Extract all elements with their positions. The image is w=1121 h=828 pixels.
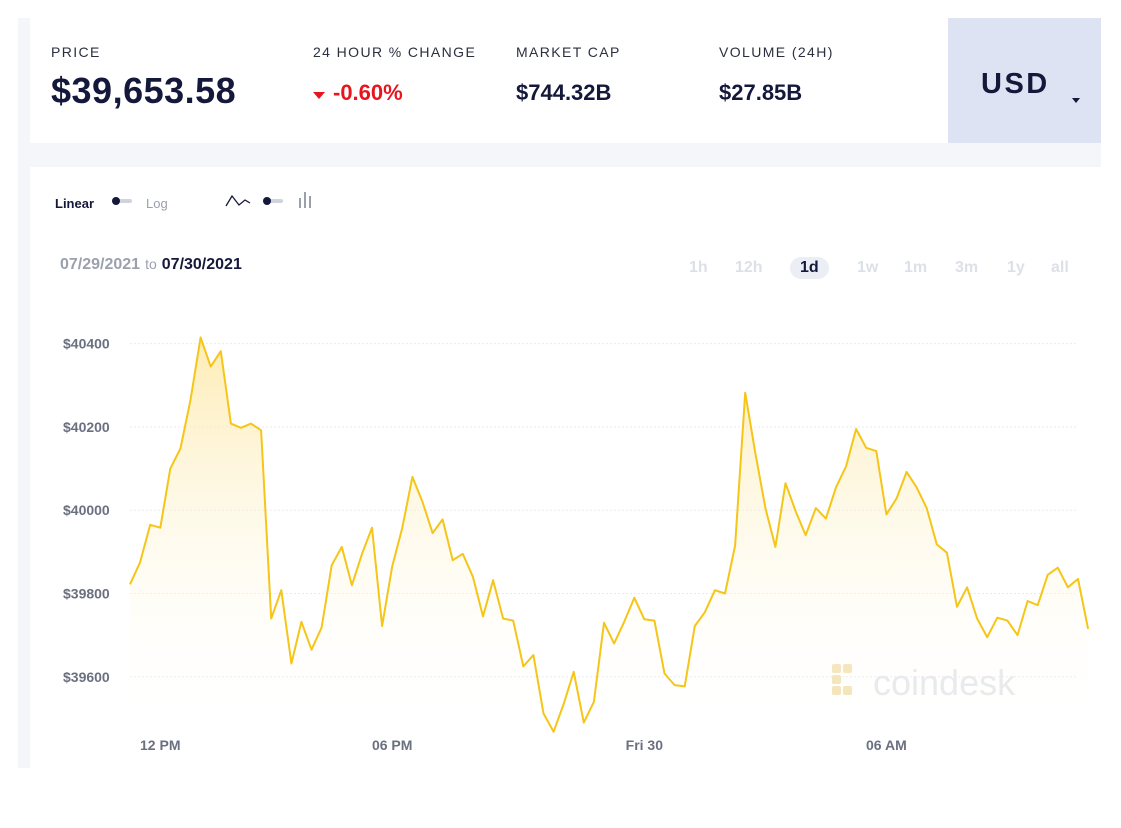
y-tick-label: $40000 <box>63 502 110 518</box>
line-chart-icon[interactable] <box>225 194 251 208</box>
change-value: -0.60% <box>333 80 403 105</box>
period-1m[interactable]: 1m <box>904 259 928 276</box>
chart-type-toggle-knob <box>263 197 271 205</box>
market-cap-label: MARKET CAP <box>516 44 621 60</box>
bar-chart-icon[interactable] <box>298 192 314 208</box>
period-1y[interactable]: 1y <box>1007 259 1025 276</box>
volume-value: $27.85B <box>719 80 803 105</box>
price-stat: PRICE $39,653.58 <box>51 44 236 112</box>
scale-toggle-knob <box>112 197 120 205</box>
market-cap-stat: MARKET CAP $744.32B <box>516 44 621 106</box>
x-tick-label: 06 PM <box>372 737 412 753</box>
period-1w[interactable]: 1w <box>857 259 879 276</box>
chart-type-toggle[interactable] <box>263 197 284 205</box>
scale-toggle-track <box>116 199 132 203</box>
price-chart[interactable]: coindesk $40400$40200$40000$39800$396001… <box>30 167 1101 768</box>
change-stat: 24 HOUR % CHANGE -0.60% <box>313 44 476 106</box>
period-3m[interactable]: 3m <box>955 259 979 276</box>
scale-toggle[interactable] <box>112 197 133 205</box>
price-value: $39,653.58 <box>51 70 237 111</box>
chart-panel: Linear Log 07/29/2021 to 07/30/2021 1h 12h… <box>30 167 1101 768</box>
range-to-label: to <box>145 256 157 272</box>
market-cap-value: $744.32B <box>516 80 612 105</box>
period-all[interactable]: all <box>1051 259 1069 276</box>
date-range: 07/29/2021 to 07/30/2021 <box>60 256 242 274</box>
range-end-date: 07/30/2021 <box>161 256 242 273</box>
x-tick-label: 12 PM <box>140 737 180 753</box>
range-start-date: 07/29/2021 <box>60 256 141 273</box>
chart-type-toggle-track <box>267 199 283 203</box>
y-tick-label: $40200 <box>63 419 110 435</box>
price-area-fill <box>130 337 1089 733</box>
currency-dropdown[interactable]: USD <box>948 18 1101 143</box>
price-label: PRICE <box>51 44 101 60</box>
caret-down-icon <box>1072 98 1080 103</box>
x-tick-label: 06 AM <box>866 737 907 753</box>
volume-label: VOLUME (24H) <box>719 44 834 60</box>
price-series-line <box>129 336 1090 733</box>
volume-stat: VOLUME (24H) $27.85B <box>719 44 834 106</box>
x-tick-label: Fri 30 <box>626 737 664 753</box>
change-label: 24 HOUR % CHANGE <box>313 44 477 60</box>
scale-log-option[interactable]: Log <box>146 196 168 211</box>
period-12h[interactable]: 12h <box>735 259 763 276</box>
y-tick-label: $39800 <box>63 586 110 602</box>
y-tick-label: $39600 <box>63 669 110 685</box>
change-value-row: -0.60% <box>313 80 476 106</box>
currency-value: USD <box>981 68 1050 100</box>
period-1d[interactable]: 1d <box>790 257 829 279</box>
period-1h[interactable]: 1h <box>689 259 708 276</box>
stats-panel: PRICE $39,653.58 24 HOUR % CHANGE -0.60%… <box>30 18 948 143</box>
scale-linear-option[interactable]: Linear <box>55 196 95 211</box>
down-arrow-icon <box>313 91 325 99</box>
y-tick-label: $40400 <box>63 336 110 352</box>
